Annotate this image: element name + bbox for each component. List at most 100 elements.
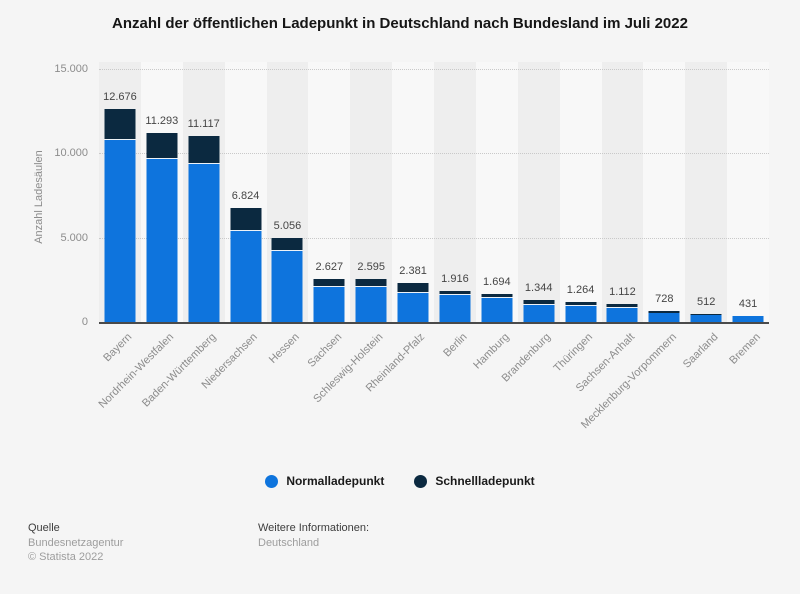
segment-schnellladepunkt bbox=[355, 279, 387, 288]
x-axis-label: Saarland bbox=[681, 326, 727, 461]
x-axis-label: Hamburg bbox=[471, 326, 518, 461]
x-axis-label-text: Bayern bbox=[101, 331, 135, 365]
segment-schnellladepunkt bbox=[732, 315, 764, 317]
footer-copyright: © Statista 2022 bbox=[28, 551, 104, 563]
value-label: 11.117 bbox=[187, 117, 220, 130]
segment-schnellladepunkt bbox=[230, 207, 262, 231]
plot-column: 11.293 bbox=[140, 62, 183, 323]
value-label: 1.112 bbox=[609, 286, 636, 299]
x-axis-label: Berlin bbox=[434, 326, 476, 461]
segment-normalladepunkt bbox=[439, 295, 471, 323]
x-axis-label-text: Hessen bbox=[267, 331, 302, 366]
plot-column: 2.381 bbox=[392, 62, 434, 323]
plot-column: 431 bbox=[727, 62, 769, 323]
value-label: 431 bbox=[738, 297, 758, 310]
plot-column: 2.595 bbox=[350, 62, 393, 323]
segment-normalladepunkt bbox=[355, 287, 387, 323]
value-label: 5.056 bbox=[273, 219, 302, 232]
legend-dot-icon bbox=[265, 474, 279, 488]
plot-column: 5.056 bbox=[266, 62, 309, 323]
segment-schnellladepunkt bbox=[397, 282, 429, 294]
plot-area: 12.676 11.293 11.117 6.824 5.056 2.627 2.595 2.… bbox=[99, 62, 769, 324]
stacked-bar bbox=[188, 135, 220, 323]
plot-column: 6.824 bbox=[224, 62, 267, 323]
stacked-bar bbox=[271, 237, 303, 323]
stacked-bar bbox=[648, 310, 680, 323]
segment-normalladepunkt bbox=[313, 286, 345, 323]
segment-normalladepunkt bbox=[481, 298, 513, 323]
stacked-bar bbox=[565, 301, 597, 323]
gridline bbox=[99, 237, 769, 239]
x-axis-label-text: Berlin bbox=[441, 331, 470, 360]
value-label: 728 bbox=[655, 292, 674, 305]
plot-column: 1.112 bbox=[601, 62, 644, 323]
x-axis-label-text: Saarland bbox=[681, 331, 721, 371]
y-tick-label: 0 bbox=[81, 316, 88, 328]
stacked-bar bbox=[606, 304, 638, 323]
segment-schnellladepunkt bbox=[648, 310, 680, 313]
value-label: 2.627 bbox=[315, 260, 344, 273]
segment-normalladepunkt bbox=[690, 315, 722, 323]
stacked-bar bbox=[732, 315, 764, 323]
segment-normalladepunkt bbox=[397, 293, 429, 323]
stacked-bar bbox=[439, 290, 471, 323]
segment-schnellladepunkt bbox=[313, 278, 345, 287]
segment-schnellladepunkt bbox=[439, 290, 471, 295]
plot-column: 1.916 bbox=[434, 62, 476, 323]
value-label: 1.264 bbox=[566, 283, 595, 296]
segment-schnellladepunkt bbox=[481, 294, 513, 299]
segment-schnellladepunkt bbox=[146, 132, 178, 160]
segment-normalladepunkt bbox=[565, 305, 597, 323]
footer-source: Quelle Bundesnetzagentur © Statista 2022 bbox=[28, 521, 123, 564]
stacked-bar bbox=[146, 132, 178, 323]
segment-normalladepunkt bbox=[523, 305, 555, 323]
value-label: 12.676 bbox=[103, 91, 137, 104]
x-axis-label: Niedersachsen bbox=[200, 326, 267, 461]
segment-normalladepunkt bbox=[606, 307, 638, 323]
plot-column: 1.264 bbox=[559, 62, 602, 323]
plot-columns: 12.676 11.293 11.117 6.824 5.056 2.627 2.595 2.… bbox=[99, 62, 769, 323]
stacked-bar bbox=[313, 278, 345, 323]
y-tick-label: 10.000 bbox=[54, 147, 88, 160]
x-axis-labels: Bayern Nordrhein-Westfalen Baden-Württembe… bbox=[97, 326, 769, 461]
value-label: 1.344 bbox=[524, 282, 553, 295]
plot-column: 728 bbox=[643, 62, 686, 323]
segment-schnellladepunkt bbox=[606, 304, 638, 308]
plot-column: 2.627 bbox=[308, 62, 351, 323]
value-label: 512 bbox=[697, 296, 716, 309]
segment-schnellladepunkt bbox=[565, 301, 597, 306]
legend-item: Normalladepunkt bbox=[265, 474, 384, 488]
segment-normalladepunkt bbox=[188, 163, 220, 323]
segment-schnellladepunkt bbox=[104, 109, 136, 140]
segment-schnellladepunkt bbox=[188, 135, 220, 164]
footer-info-value: Deutschland bbox=[258, 537, 320, 549]
x-axis-label: Hessen bbox=[267, 326, 309, 461]
x-axis-label: Rheinland-Pfalz bbox=[364, 326, 434, 461]
plot-column: 1.344 bbox=[517, 62, 560, 323]
plot-column: 1.694 bbox=[475, 62, 518, 323]
segment-normalladepunkt bbox=[230, 230, 262, 323]
stacked-bar bbox=[355, 279, 387, 323]
value-label: 11.293 bbox=[145, 114, 179, 127]
plot-column: 11.117 bbox=[182, 62, 225, 323]
footer-source-name: Bundesnetzagentur bbox=[28, 537, 124, 549]
x-axis-label: Bremen bbox=[727, 326, 769, 461]
x-axis-label: Baden-Württemberg bbox=[140, 326, 225, 461]
x-axis-label-text: Hamburg bbox=[470, 331, 512, 372]
segment-normalladepunkt bbox=[146, 159, 178, 323]
legend-label: Schnellladepunkt bbox=[435, 474, 535, 488]
chart-title: Anzahl der öffentlichen Ladepunkt in Deu… bbox=[112, 15, 688, 32]
segment-schnellladepunkt bbox=[271, 237, 303, 252]
y-tick-label: 15.000 bbox=[54, 63, 88, 75]
plot-column: 512 bbox=[685, 62, 728, 323]
legend: Normalladepunkt Schnellladepunkt bbox=[0, 474, 800, 488]
x-axis-line bbox=[99, 322, 769, 324]
stacked-bar bbox=[104, 109, 136, 323]
x-axis-label: Brandenburg bbox=[500, 326, 560, 461]
x-axis-label-text: Bremen bbox=[726, 331, 763, 367]
y-tick-label: 5.000 bbox=[60, 231, 88, 244]
value-label: 1.694 bbox=[483, 276, 511, 289]
gridline bbox=[99, 153, 769, 155]
stacked-bar bbox=[481, 294, 513, 323]
gridline bbox=[99, 69, 769, 70]
